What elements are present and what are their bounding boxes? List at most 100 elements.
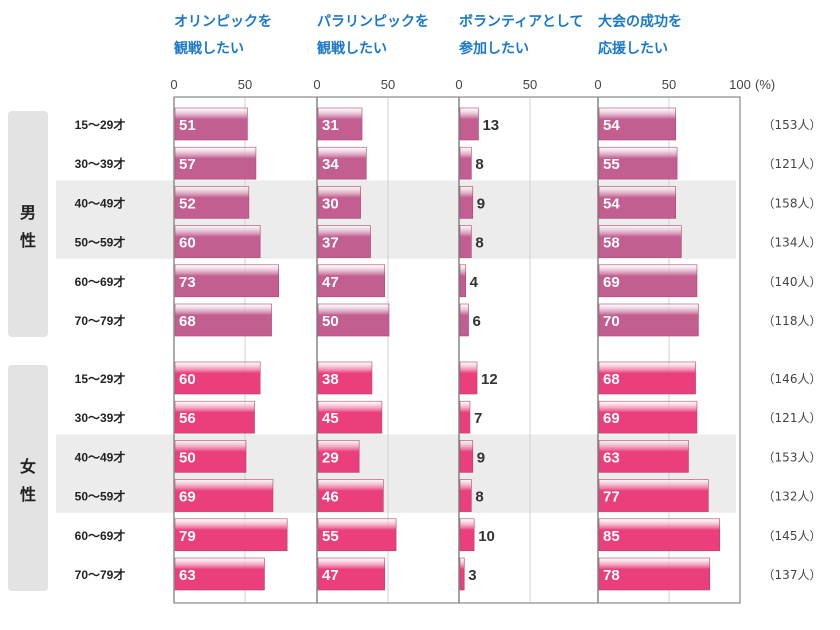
tick-label: 0 — [594, 77, 601, 92]
sample-size-label: （146人） — [763, 372, 822, 386]
value-label: 55 — [322, 528, 339, 545]
value-label: 54 — [603, 117, 620, 134]
value-label: 34 — [322, 156, 339, 173]
value-label: 9 — [477, 449, 485, 466]
bar — [459, 400, 471, 434]
value-label: 54 — [603, 195, 620, 212]
bar — [459, 303, 469, 337]
bar — [174, 440, 247, 473]
bar — [317, 303, 390, 337]
tick-label: 50 — [381, 77, 395, 92]
value-label: 3 — [468, 567, 476, 584]
value-label: 8 — [475, 235, 483, 252]
bar — [598, 479, 709, 512]
bar — [598, 146, 678, 180]
value-label: 68 — [179, 313, 196, 330]
tick-label: 50 — [238, 77, 252, 92]
value-label: 51 — [179, 117, 196, 134]
value-label: 85 — [603, 528, 620, 545]
value-label: 47 — [322, 567, 339, 584]
bar — [317, 361, 373, 395]
group-label: 男 — [20, 203, 36, 222]
value-label: 7 — [474, 410, 482, 427]
group-label: 女 — [20, 457, 36, 476]
bar — [598, 107, 676, 141]
value-label: 79 — [179, 528, 196, 545]
bar — [459, 186, 474, 219]
bar — [174, 264, 279, 298]
bar — [317, 186, 361, 219]
value-label: 70 — [603, 313, 620, 330]
value-label: 69 — [603, 410, 620, 427]
sample-size-label: （121人） — [763, 411, 822, 425]
bar — [317, 146, 367, 180]
bar — [598, 557, 711, 591]
bar — [459, 361, 478, 395]
panel-title: 参加したい — [459, 40, 529, 57]
value-label: 78 — [603, 567, 620, 584]
value-label: 63 — [603, 449, 620, 466]
value-label: 63 — [179, 567, 196, 584]
bar — [317, 440, 360, 473]
value-label: 57 — [179, 156, 196, 173]
tick-label: 50 — [662, 77, 676, 92]
value-label: 50 — [179, 449, 196, 466]
value-label: 47 — [322, 274, 339, 291]
bar — [317, 225, 371, 258]
value-label: 10 — [478, 528, 495, 545]
value-label: 31 — [322, 117, 339, 134]
value-label: 29 — [322, 449, 339, 466]
group-label: 性 — [20, 485, 36, 504]
bar — [317, 557, 386, 591]
tick-label: 0 — [455, 77, 462, 92]
value-label: 13 — [482, 117, 499, 134]
age-label: 15～29才 — [75, 371, 126, 386]
value-label: 4 — [470, 274, 479, 291]
unit-label: (%) — [755, 77, 775, 92]
age-label: 40～49才 — [75, 195, 126, 210]
group-box — [8, 365, 48, 591]
bar — [459, 146, 472, 180]
value-label: 58 — [603, 235, 620, 252]
value-label: 56 — [179, 410, 196, 427]
bar — [174, 400, 255, 434]
bar — [459, 518, 475, 552]
panel-title: パラリンピックを — [317, 14, 429, 30]
bar — [598, 303, 699, 337]
bar — [598, 225, 682, 258]
panel-title: 観戦したい — [317, 40, 387, 57]
tick-label: 100 — [729, 77, 751, 92]
bar — [459, 479, 472, 512]
bar — [598, 361, 696, 395]
panel-title: オリンピックを — [174, 14, 272, 30]
sample-size-label: （118人） — [763, 314, 822, 328]
value-label: 8 — [475, 156, 483, 173]
bar — [317, 107, 363, 141]
bar — [174, 518, 288, 552]
sample-size-label: （140人） — [763, 275, 822, 289]
value-label: 45 — [322, 410, 339, 427]
sample-size-label: （153人） — [763, 118, 822, 132]
bar — [174, 479, 274, 512]
sample-size-label: （153人） — [763, 450, 822, 464]
panel-title: 観戦したい — [174, 40, 244, 57]
bar — [174, 107, 248, 141]
bar — [459, 440, 474, 473]
value-label: 8 — [475, 489, 483, 506]
bar — [598, 400, 698, 434]
value-label: 30 — [322, 195, 339, 212]
bar — [459, 107, 479, 141]
bar — [598, 440, 689, 473]
bar — [174, 186, 250, 219]
bar — [459, 264, 466, 298]
sample-size-label: （145人） — [763, 529, 822, 543]
bar — [459, 225, 472, 258]
bar — [174, 225, 261, 258]
age-label: 50～59才 — [75, 489, 126, 504]
value-label: 60 — [179, 371, 196, 388]
sample-size-label: （158人） — [763, 196, 822, 210]
bar — [174, 146, 257, 180]
bar — [174, 361, 261, 395]
value-label: 12 — [481, 371, 498, 388]
